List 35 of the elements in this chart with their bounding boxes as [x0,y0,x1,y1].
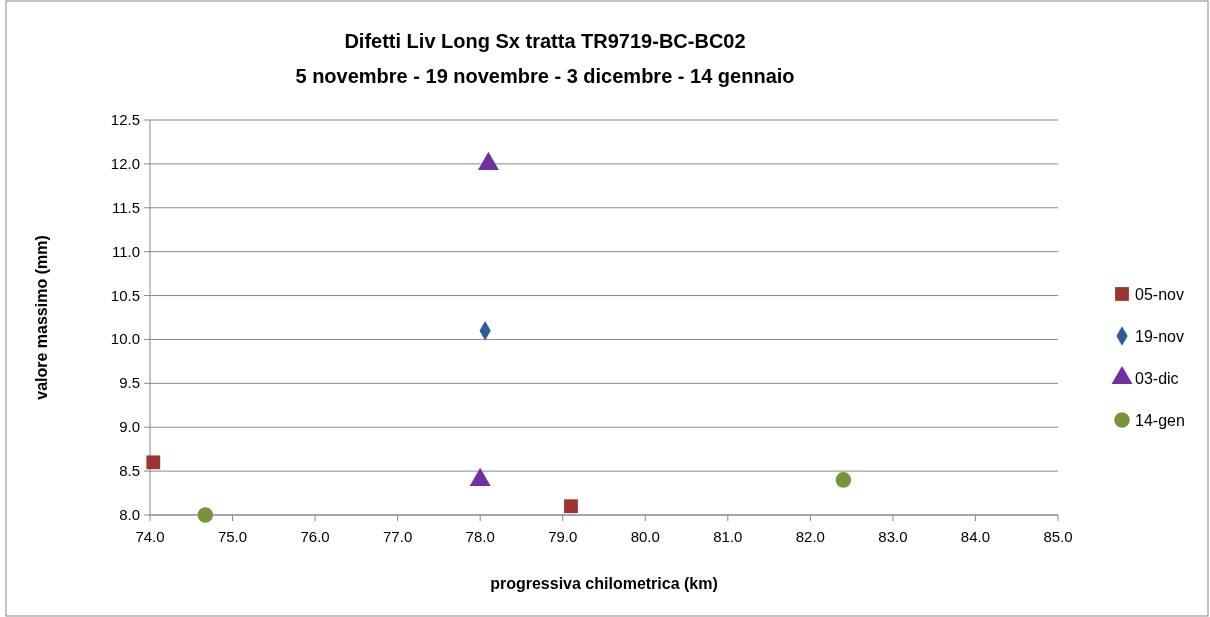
x-tick-label: 81.0 [713,528,743,545]
chart-subtitle: 5 novembre - 19 novembre - 3 dicembre - 14 gennaio [295,65,795,87]
x-tick-label: 77.0 [383,528,413,545]
y-tick-label: 10.5 [110,286,140,304]
y-tick-label: 10.0 [110,330,140,348]
y-tick-label: 8.0 [119,506,140,523]
y-tick-label: 9.5 [119,374,140,392]
legend-label: 03-dic [1135,370,1179,387]
x-tick-label: 85.0 [1043,528,1073,545]
y-tick-label: 9.0 [119,418,140,436]
x-tick-label: 84.0 [960,528,991,545]
legend-label: 05-nov [1135,286,1184,303]
chart-title: Difetti Liv Long Sx tratta TR9719-BC-BC02 [344,30,746,52]
x-tick-label: 82.0 [795,528,825,545]
y-tick-label: 12.0 [110,154,140,172]
y-tick-label: 11.0 [111,242,140,260]
point [146,455,161,470]
x-tick-label: 74.0 [135,528,165,545]
x-axis-title: progressiva chilometrica (km) [490,575,718,592]
point [197,507,214,523]
point [835,472,852,488]
y-tick-label: 12.5 [110,111,140,128]
x-tick-label: 80.0 [630,528,660,545]
x-tick-label: 75.0 [217,528,248,545]
y-tick-label: 11.5 [111,198,140,216]
x-tick-label: 83.0 [878,528,908,545]
point [477,151,499,170]
legend-label: 14-gen [1135,412,1185,429]
point [564,499,578,514]
x-tick-label: 79.0 [548,528,578,545]
legend-label: 19-nov [1135,328,1184,345]
x-tick-label: 76.0 [300,528,330,545]
y-axis-title: valore massimo (mm) [33,235,50,400]
x-tick-label: 78.0 [465,528,495,545]
y-tick-label: 8.5 [119,462,140,480]
